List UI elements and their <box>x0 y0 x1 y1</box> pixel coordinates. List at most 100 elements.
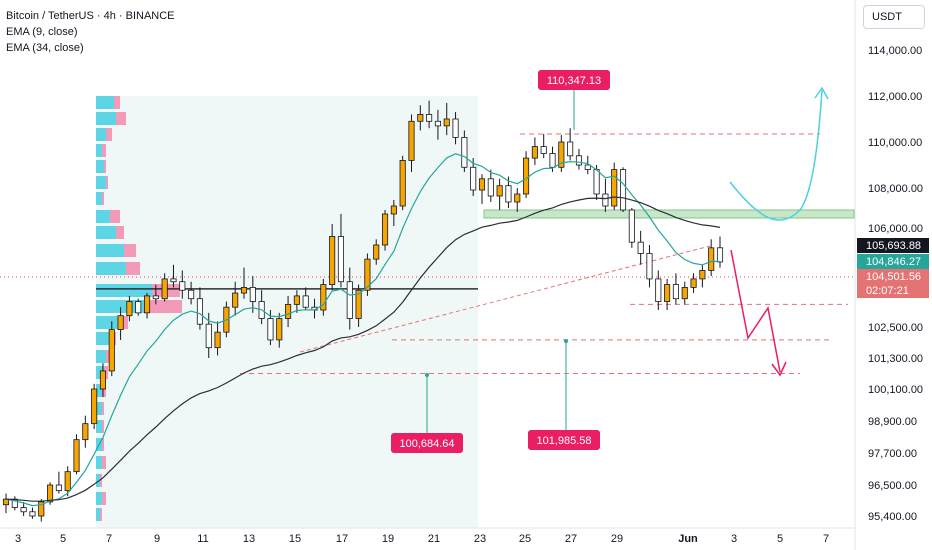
vp-down-bar <box>150 300 182 313</box>
candle <box>117 315 124 330</box>
candle <box>523 157 530 195</box>
vp-up-bar <box>96 144 102 157</box>
candle <box>655 278 662 302</box>
vp-up-bar <box>96 332 110 345</box>
vp-up-bar <box>96 316 118 329</box>
forecast-down-path <box>730 249 781 373</box>
vp-down-bar <box>100 474 102 487</box>
x-tick-label: 3 <box>15 533 21 545</box>
candle <box>143 295 151 314</box>
candle <box>232 292 239 308</box>
candle <box>47 484 54 503</box>
candle <box>320 284 327 311</box>
vp-up-bar <box>96 244 124 257</box>
annotation-high-label: 110,347.13 <box>547 75 601 87</box>
candle <box>373 244 380 260</box>
vp-up-bar <box>96 160 104 173</box>
currency-button[interactable]: USDT <box>863 5 925 29</box>
candle <box>699 270 706 280</box>
price-tag-last: 104,846.27 <box>866 256 921 268</box>
price-tag-countdown-bg <box>857 283 929 298</box>
candle <box>29 511 36 517</box>
candle <box>2 498 10 506</box>
price-tag-ema34-bg <box>857 269 929 284</box>
legend-ema34[interactable]: EMA (34, close) <box>6 42 84 54</box>
x-tick-label: 7 <box>106 533 112 545</box>
x-tick-label: 17 <box>336 533 348 545</box>
annotation-support-1-box <box>391 433 463 453</box>
y-tick-label: 97,700.00 <box>868 448 917 460</box>
candle <box>672 284 679 300</box>
vp-up-bar <box>96 210 110 223</box>
candle <box>646 253 653 280</box>
y-tick-label: 112,000.00 <box>868 91 922 103</box>
y-tick-label: 101,300.00 <box>868 353 923 365</box>
y-tick-label: 95,400.00 <box>868 511 917 523</box>
y-tick-label: 106,000.00 <box>868 223 923 235</box>
annotation-support-2-box <box>528 430 600 450</box>
vp-down-bar <box>106 128 112 141</box>
candle <box>179 281 186 291</box>
vp-up-bar <box>96 456 102 469</box>
candle <box>381 213 389 246</box>
candle <box>64 471 71 492</box>
forecast-up-curve <box>729 89 823 221</box>
x-tick-label: 23 <box>474 533 486 545</box>
vp-up-bar <box>96 474 100 487</box>
y-tick-label: 110,000.00 <box>868 137 922 149</box>
candle <box>602 193 609 207</box>
vp-down-bar <box>106 350 110 363</box>
trendline <box>299 245 711 353</box>
candle <box>558 141 565 168</box>
vp-down-bar <box>110 210 120 223</box>
candle <box>355 289 362 319</box>
candle <box>584 164 591 170</box>
x-tick-label: 25 <box>519 533 531 545</box>
vp-up-bar <box>96 384 102 397</box>
candle <box>161 278 168 300</box>
y-tick-label: 102,500.00 <box>868 322 923 334</box>
x-tick-label: 5 <box>777 533 783 545</box>
vp-down-bar <box>102 438 104 451</box>
vp-up-bar <box>96 262 126 275</box>
candle <box>20 507 27 513</box>
candle <box>170 278 177 283</box>
vp-up-bar <box>96 284 152 297</box>
candle <box>716 247 724 263</box>
price-tag-last-bg <box>857 254 929 269</box>
candle <box>214 331 221 349</box>
candle <box>496 185 503 197</box>
candle <box>514 193 521 203</box>
candle <box>337 236 345 283</box>
vp-up-bar <box>96 492 102 505</box>
vp-up-bar <box>96 112 116 125</box>
candle <box>126 301 133 317</box>
vp-down-bar <box>106 176 108 189</box>
candle <box>575 155 583 166</box>
vp-down-bar <box>102 144 106 157</box>
annotation-high-box <box>538 70 610 90</box>
candle <box>637 241 644 254</box>
candle <box>531 146 538 159</box>
y-tick-label: 96,500.00 <box>868 480 917 492</box>
candle <box>664 284 671 302</box>
vp-down-bar <box>102 402 104 415</box>
candle <box>276 318 283 341</box>
vp-up-bar <box>96 176 106 189</box>
candle <box>390 205 397 215</box>
candle <box>628 209 635 243</box>
vp-up-bar <box>96 300 150 313</box>
vp-up-bar <box>96 402 102 415</box>
ema34-line <box>5 196 721 502</box>
candle <box>329 236 336 285</box>
candle <box>82 423 89 441</box>
vp-up-bar <box>96 508 100 521</box>
candle <box>434 120 441 127</box>
x-tick-label: 29 <box>611 533 623 545</box>
price-tag-countdown: 02:07:21 <box>866 285 909 297</box>
legend-ema9[interactable]: EMA (9, close) <box>6 26 78 38</box>
vp-down-bar <box>104 160 106 173</box>
legend-title[interactable]: Bitcoin / TetherUS · 4h · BINANCE <box>6 10 175 22</box>
candle <box>567 141 574 157</box>
